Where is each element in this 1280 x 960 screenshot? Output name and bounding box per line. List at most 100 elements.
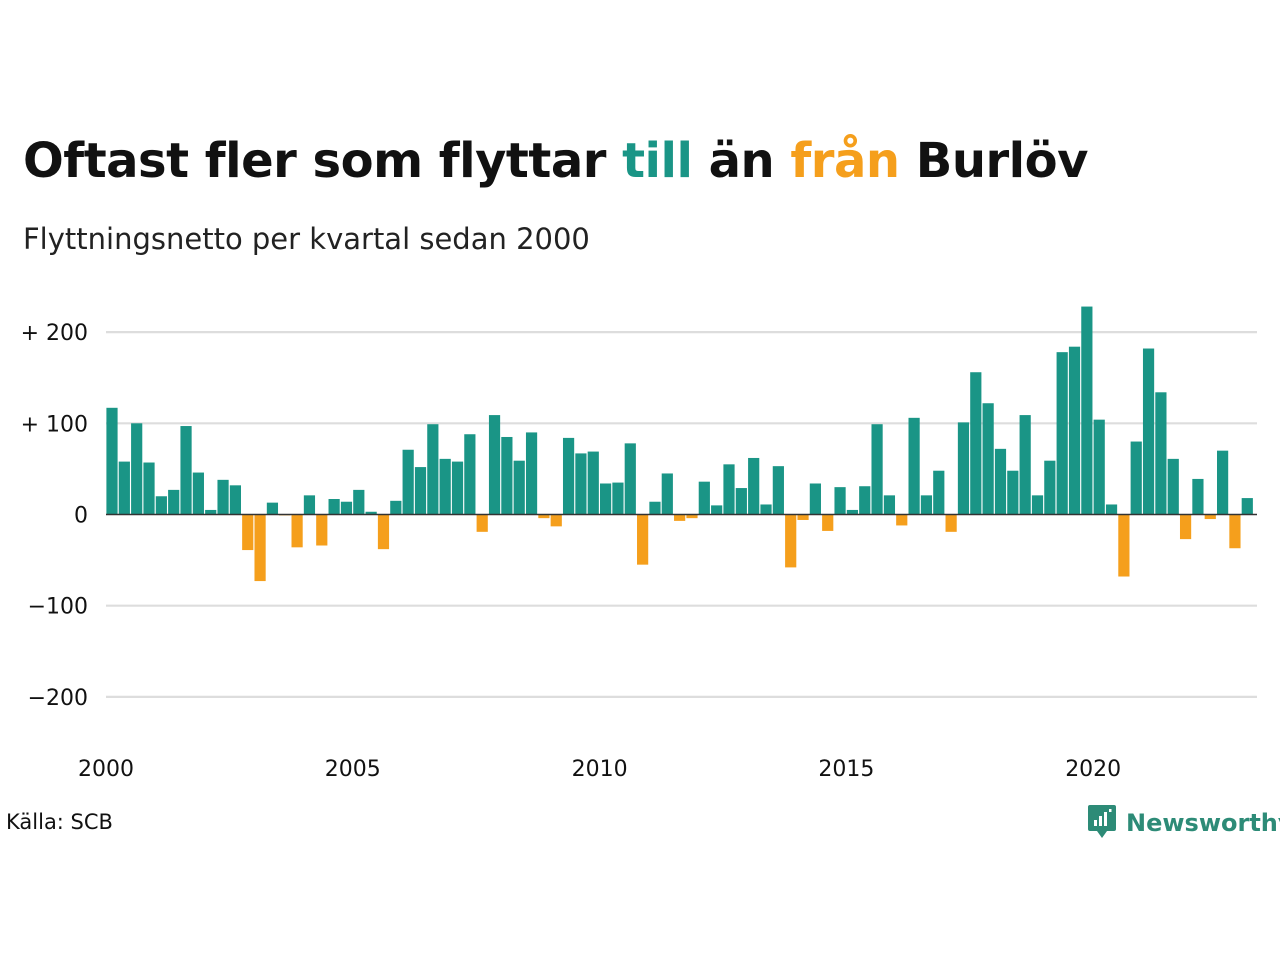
bar-2011-q2 (661, 473, 673, 515)
bar-2002-q2 (217, 479, 229, 515)
bar-2005-q4 (390, 500, 402, 515)
bar-2017-q2 (957, 422, 970, 515)
bar-2013-q3 (772, 466, 784, 515)
bar-2001-q1 (155, 496, 167, 515)
x-axis-labels: 2000 2005 2010 2015 2020 (78, 757, 1121, 782)
bar-2010-q4 (637, 514, 649, 565)
bar-2009-q4 (587, 451, 599, 515)
title-part-2: än (692, 133, 791, 189)
bar-2007-q2 (464, 434, 476, 515)
bar-2008-q3 (525, 432, 538, 515)
brand-logo[interactable]: Newsworthy (1087, 803, 1280, 843)
gridlines (106, 331, 1257, 699)
bar-2012-q3 (723, 464, 735, 515)
y-tick-label: + 200 (21, 321, 88, 346)
bar-2016-q2 (908, 417, 920, 515)
bar-2004-q2 (316, 514, 328, 546)
bar-2000-q2 (118, 461, 130, 515)
bar-2021-q2 (1155, 392, 1167, 515)
bar-2019-q1 (1044, 460, 1056, 515)
bar-2018-q1 (994, 448, 1007, 515)
bar-2006-q1 (402, 449, 414, 515)
bar-2021-q1 (1142, 348, 1155, 515)
bar-2006-q3 (427, 424, 439, 515)
bar-2012-q2 (711, 505, 723, 515)
chart-title: Oftast fler som flyttar till än från Bur… (23, 133, 1088, 189)
bar-2019-q2 (1056, 352, 1068, 515)
bar-2017-q4 (982, 403, 994, 515)
bar-2016-q4 (933, 470, 945, 515)
bar-2010-q3 (624, 443, 636, 515)
bar-2011-q3 (674, 514, 686, 521)
bar-2011-q4 (686, 514, 698, 519)
bar-2015-q4 (883, 495, 896, 515)
x-tick-label: 2005 (325, 757, 381, 782)
bar-2010-q1 (600, 483, 612, 515)
bar-chart: + 200 + 100 0 −100 −200 2000 2005 2010 2015 2020 (21, 306, 1257, 782)
bar-2008-q1 (501, 436, 513, 515)
bar-2016-q1 (896, 514, 908, 526)
y-tick-label: 0 (74, 504, 88, 529)
y-tick-label: + 100 (21, 412, 88, 437)
y-tick-label: −100 (28, 595, 88, 620)
bar-2002-q1 (205, 509, 217, 515)
bar-2022-q2 (1204, 514, 1216, 520)
bar-2014-q1 (797, 514, 809, 520)
bar-2020-q3 (1118, 514, 1130, 577)
y-axis-labels: + 200 + 100 0 −100 −200 (21, 321, 88, 711)
bar-2015-q3 (871, 424, 883, 515)
bar-2022-q3 (1217, 450, 1229, 515)
y-tick-label: −200 (28, 686, 88, 711)
bar-2005-q1 (353, 489, 365, 515)
bar-2022-q1 (1192, 478, 1204, 515)
bar-2006-q4 (439, 458, 451, 515)
bar-2013-q4 (785, 514, 797, 568)
bar-2007-q4 (488, 415, 501, 515)
bar-2019-q4 (1081, 306, 1093, 515)
bar-2017-q3 (970, 372, 982, 515)
newsworthy-logo-icon (1087, 803, 1117, 843)
bar-2016-q3 (920, 495, 933, 515)
bar-2004-q4 (340, 501, 353, 515)
bar-2000-q4 (143, 462, 155, 515)
bar-2012-q4 (735, 488, 747, 515)
bar-2019-q3 (1068, 346, 1081, 515)
bar-2018-q3 (1019, 415, 1031, 515)
bar-2014-q4 (834, 487, 846, 515)
bar-2013-q2 (760, 504, 772, 515)
bar-2001-q4 (192, 472, 204, 515)
bar-2004-q3 (328, 499, 340, 515)
bar-2003-q1 (254, 514, 266, 582)
title-part-3: Burlöv (899, 133, 1089, 189)
bar-2018-q2 (1007, 470, 1019, 515)
bar-2001-q2 (168, 489, 180, 515)
title-part-1: Oftast fler som flyttar (23, 133, 623, 189)
bar-2005-q3 (377, 514, 390, 550)
bar-2020-q2 (1105, 504, 1118, 515)
bar-2021-q4 (1179, 514, 1192, 540)
bar-2002-q3 (229, 485, 241, 515)
bar-2003-q2 (266, 502, 279, 515)
bar-2007-q3 (476, 514, 488, 532)
bar-2008-q4 (538, 514, 550, 519)
title-fran: från (790, 133, 900, 189)
source-note: Källa: SCB (6, 810, 113, 834)
bar-2015-q1 (846, 509, 858, 515)
bar-2001-q3 (180, 426, 192, 515)
bar-2000-q1 (106, 407, 118, 515)
bar-2009-q3 (575, 453, 587, 515)
bar-2002-q4 (242, 514, 254, 551)
bar-2018-q4 (1031, 495, 1044, 515)
bar-2004-q1 (303, 495, 316, 515)
bar-2012-q1 (698, 481, 710, 515)
x-tick-label: 2020 (1065, 757, 1121, 782)
x-tick-label: 2015 (818, 757, 874, 782)
title-till: till (622, 133, 693, 189)
bar-2014-q2 (809, 483, 821, 515)
bar-2013-q1 (748, 457, 760, 515)
bar-2022-q4 (1229, 514, 1241, 549)
bar-2011-q1 (649, 501, 661, 515)
x-tick-label: 2000 (78, 757, 134, 782)
bar-2015-q2 (859, 486, 871, 515)
x-tick-label: 2010 (572, 757, 628, 782)
